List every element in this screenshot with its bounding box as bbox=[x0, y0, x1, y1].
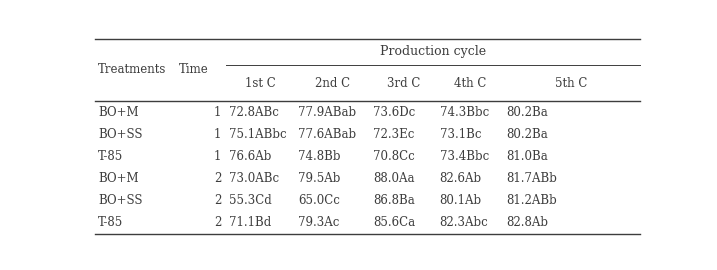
Text: 1: 1 bbox=[214, 106, 222, 119]
Text: T-85: T-85 bbox=[98, 150, 123, 163]
Text: 80.2Ba: 80.2Ba bbox=[506, 106, 548, 119]
Text: Treatments: Treatments bbox=[98, 63, 166, 76]
Text: 70.8Cc: 70.8Cc bbox=[373, 150, 414, 163]
Text: 72.3Ec: 72.3Ec bbox=[373, 128, 414, 141]
Text: 80.1Ab: 80.1Ab bbox=[440, 194, 482, 207]
Text: 55.3Cd: 55.3Cd bbox=[229, 194, 271, 207]
Text: 77.6ABab: 77.6ABab bbox=[298, 128, 356, 141]
Text: 81.2ABb: 81.2ABb bbox=[506, 194, 557, 207]
Text: BO+SS: BO+SS bbox=[98, 128, 143, 141]
Text: 76.6Ab: 76.6Ab bbox=[229, 150, 271, 163]
Text: 72.8ABc: 72.8ABc bbox=[229, 106, 278, 119]
Text: 73.6Dc: 73.6Dc bbox=[373, 106, 415, 119]
Text: 77.9ABab: 77.9ABab bbox=[298, 106, 356, 119]
Text: 2: 2 bbox=[214, 217, 222, 230]
Text: 1st C: 1st C bbox=[245, 76, 276, 90]
Text: 1: 1 bbox=[214, 128, 222, 141]
Text: 65.0Cc: 65.0Cc bbox=[298, 194, 340, 207]
Text: 74.8Bb: 74.8Bb bbox=[298, 150, 341, 163]
Text: BO+M: BO+M bbox=[98, 172, 138, 185]
Text: 75.1ABbc: 75.1ABbc bbox=[229, 128, 286, 141]
Text: 88.0Aa: 88.0Aa bbox=[373, 172, 414, 185]
Text: Time: Time bbox=[179, 63, 208, 76]
Text: BO+M: BO+M bbox=[98, 106, 138, 119]
Text: 79.3Ac: 79.3Ac bbox=[298, 217, 339, 230]
Text: 82.6Ab: 82.6Ab bbox=[440, 172, 482, 185]
Text: 86.8Ba: 86.8Ba bbox=[373, 194, 414, 207]
Text: T-85: T-85 bbox=[98, 217, 123, 230]
Text: 2: 2 bbox=[214, 172, 222, 185]
Text: 81.0Ba: 81.0Ba bbox=[506, 150, 548, 163]
Text: 74.3Bbc: 74.3Bbc bbox=[440, 106, 489, 119]
Text: 4th C: 4th C bbox=[454, 76, 486, 90]
Text: 81.7ABb: 81.7ABb bbox=[506, 172, 557, 185]
Text: 3rd C: 3rd C bbox=[387, 76, 420, 90]
Text: 2: 2 bbox=[214, 194, 222, 207]
Text: Production cycle: Production cycle bbox=[380, 45, 486, 58]
Text: 5th C: 5th C bbox=[556, 76, 588, 90]
Text: 73.0ABc: 73.0ABc bbox=[229, 172, 279, 185]
Text: 71.1Bd: 71.1Bd bbox=[229, 217, 271, 230]
Text: 2nd C: 2nd C bbox=[315, 76, 351, 90]
Text: 79.5Ab: 79.5Ab bbox=[298, 172, 341, 185]
Text: 73.4Bbc: 73.4Bbc bbox=[440, 150, 489, 163]
Text: 82.3Abc: 82.3Abc bbox=[440, 217, 488, 230]
Text: 73.1Bc: 73.1Bc bbox=[440, 128, 481, 141]
Text: 85.6Ca: 85.6Ca bbox=[373, 217, 415, 230]
Text: 82.8Ab: 82.8Ab bbox=[506, 217, 549, 230]
Text: BO+SS: BO+SS bbox=[98, 194, 143, 207]
Text: 1: 1 bbox=[214, 150, 222, 163]
Text: 80.2Ba: 80.2Ba bbox=[506, 128, 548, 141]
